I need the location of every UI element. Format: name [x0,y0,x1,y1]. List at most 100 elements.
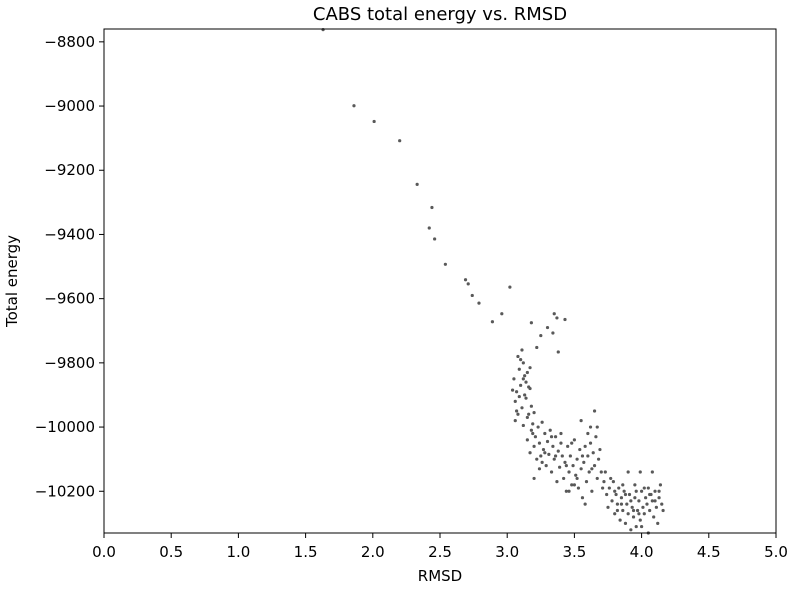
data-point [463,278,468,282]
data-points [321,28,665,535]
data-point [555,316,559,320]
data-point [532,444,536,448]
data-point [648,492,652,497]
x-tick-label: 4.0 [630,543,654,561]
data-point [570,483,574,487]
data-point [477,301,481,305]
data-point [591,451,595,455]
data-point [539,454,543,458]
data-point [613,489,617,493]
data-point [564,489,568,493]
data-point [582,460,586,464]
data-point [660,502,664,506]
data-point [520,348,524,352]
data-point [626,470,630,474]
data-point [520,406,524,410]
data-point [653,499,657,503]
data-point [516,354,520,359]
data-point [443,262,447,266]
data-point [556,350,560,354]
data-point [549,470,554,474]
y-axis: −8800 −9000 −9200 −9400 −9600 −9800 −10000 −102… [35,33,104,500]
data-point [427,226,431,230]
x-tick-label: 2.5 [428,543,452,561]
y-tick-label: −9200 [44,161,95,179]
data-point [519,358,523,362]
data-point [631,508,636,513]
data-point [513,399,517,403]
data-point [633,483,637,487]
data-point [515,409,519,413]
data-point [634,524,638,529]
data-point [623,521,628,525]
data-point [552,457,556,461]
data-point [598,447,602,452]
x-tick-label: 0.5 [159,543,183,561]
data-point [576,486,581,490]
data-point [524,396,528,400]
data-point [537,467,542,471]
data-point [559,441,563,445]
data-point [619,496,624,500]
data-point [525,415,529,420]
data-point [621,483,625,487]
data-point [646,486,650,490]
data-point [563,460,567,464]
x-tick-label: 4.5 [697,543,721,561]
data-point [529,428,533,432]
data-point [513,419,517,423]
data-point [623,492,628,497]
data-point [535,345,539,350]
data-point [588,425,593,429]
data-point [574,473,578,477]
data-point [590,467,594,471]
data-point [559,431,563,436]
x-tick-label: 5.0 [764,543,788,561]
data-point [553,435,558,439]
data-point [584,480,589,484]
data-point [521,361,525,365]
data-point [657,496,661,500]
data-point [508,285,512,289]
data-point [640,489,644,493]
data-point [580,496,585,500]
chart-title: CABS total energy vs. RMSD [313,4,567,25]
data-point [536,425,540,429]
data-point [556,449,560,453]
data-point [490,320,495,324]
data-point [543,431,547,436]
data-point [656,521,660,525]
data-point [619,502,624,506]
data-point [644,496,648,500]
data-point [540,460,544,464]
data-point [555,480,559,484]
data-point [654,505,658,509]
data-point [398,139,402,143]
data-point [642,512,646,516]
data-point [560,454,564,458]
data-point [596,457,601,461]
data-point [521,377,525,381]
data-point [601,486,605,490]
data-point [590,489,594,493]
data-point [517,394,521,399]
data-point [652,515,656,519]
data-point [572,483,577,487]
y-tick-label: −10200 [35,482,95,500]
data-point [516,412,520,416]
data-point [563,317,567,322]
data-point [433,237,437,241]
data-point [605,492,609,497]
x-tick-label: 1.0 [226,543,250,561]
data-point [633,496,637,500]
data-point [579,467,583,471]
data-point [575,476,579,481]
data-point [535,457,539,461]
data-point [551,444,555,448]
data-point [631,515,636,519]
data-point [621,508,625,513]
data-point [515,390,519,394]
data-point [599,470,603,474]
